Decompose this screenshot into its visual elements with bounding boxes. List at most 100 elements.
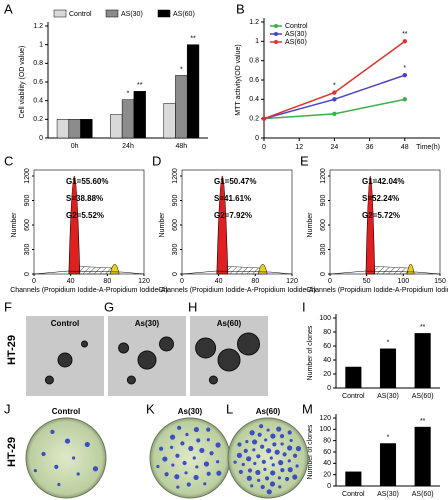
- x-axis-label: Channels (Propidium Iodide-A-Propidium I…: [158, 287, 316, 294]
- y-tick-label: 60: [323, 343, 331, 350]
- y-tick-label: 80: [323, 438, 331, 445]
- colony: [177, 425, 182, 430]
- colony: [269, 456, 273, 460]
- bar: [414, 333, 431, 389]
- x-axis-label: Time(h): [416, 144, 440, 151]
- y-tick-label: 40: [323, 460, 331, 467]
- bar: [68, 119, 81, 139]
- bar: [110, 114, 123, 139]
- colony: [284, 476, 290, 482]
- outline: [181, 270, 293, 275]
- colony: [280, 468, 285, 473]
- colony: [92, 466, 99, 472]
- y-tick-label: 1200: [320, 168, 327, 184]
- y-tick-label: 0: [255, 135, 259, 142]
- colony: [199, 447, 205, 454]
- colony: [278, 485, 282, 489]
- colony: [250, 484, 254, 488]
- y-tick-label: 80: [323, 329, 331, 336]
- x-tick-label: 0h: [71, 143, 79, 150]
- colony: [209, 451, 214, 456]
- colony: [175, 453, 180, 458]
- y-tick-label: 0.8: [249, 58, 259, 65]
- legend-label: AS(30): [285, 31, 307, 38]
- colony: [247, 468, 253, 473]
- colony: [274, 449, 280, 455]
- bar: [379, 443, 397, 487]
- x-tick-label: 48h: [175, 143, 187, 150]
- colony: [193, 426, 199, 433]
- colony: [264, 438, 268, 442]
- colony: [54, 464, 59, 469]
- image-label: As(30): [178, 407, 203, 416]
- x-tick-label: 80: [103, 278, 111, 285]
- colony: [249, 430, 255, 436]
- bar: [56, 119, 70, 139]
- y-tick-label: 100: [319, 315, 331, 322]
- bar: [133, 91, 146, 139]
- bar: [80, 119, 93, 139]
- colony: [287, 459, 291, 463]
- legend-marker: [274, 32, 278, 36]
- bar: [379, 348, 397, 389]
- colony: [243, 448, 248, 454]
- y-tick-label: 0: [320, 272, 327, 276]
- colony: [182, 460, 187, 466]
- colony: [81, 340, 88, 348]
- x-tick-label: 48: [401, 144, 409, 151]
- colony: [169, 434, 176, 440]
- x-tick-label: 80: [251, 278, 259, 285]
- colony: [203, 482, 207, 486]
- colony: [261, 459, 266, 464]
- panel-letter: F: [4, 299, 12, 314]
- y-tick-label: 0.4: [249, 96, 259, 103]
- y-tick-label: 0: [24, 272, 31, 276]
- y-tick-label: 0.2: [249, 116, 259, 123]
- colony: [280, 442, 284, 446]
- colony: [287, 445, 293, 451]
- y-tick-label: 300: [320, 244, 327, 256]
- colony: [237, 442, 242, 447]
- panel-letter: C: [4, 153, 13, 168]
- colony: [272, 442, 277, 447]
- colony: [156, 464, 160, 469]
- legend-label: AS(60): [173, 11, 195, 18]
- colony: [192, 456, 196, 460]
- g2-peak: [406, 263, 415, 275]
- legend-label: Control: [285, 23, 308, 30]
- colony: [206, 427, 211, 432]
- g2-peak: [257, 263, 268, 275]
- colony: [255, 469, 261, 476]
- colony: [171, 463, 175, 467]
- colony: [159, 336, 174, 352]
- colony: [174, 474, 180, 480]
- colony: [238, 469, 243, 475]
- colony: [292, 474, 298, 480]
- colony: [185, 432, 189, 437]
- x-tick-label: AS(30): [377, 393, 399, 400]
- panel-letter: B: [236, 1, 245, 16]
- x-tick-label: 40: [67, 278, 75, 285]
- panel-letter: D: [152, 153, 161, 168]
- colony: [233, 460, 237, 464]
- colony: [289, 438, 293, 443]
- panel-letter: L: [226, 401, 233, 416]
- y-axis-label: Number: [307, 212, 314, 238]
- colony: [118, 342, 130, 354]
- legend-swatch: [53, 9, 67, 18]
- colony: [246, 475, 252, 481]
- annotation: *: [387, 340, 390, 347]
- y-tick-label: 900: [172, 195, 179, 207]
- y-tick-label: 1: [39, 42, 43, 49]
- y-axis-label: Number: [11, 212, 18, 238]
- colony: [246, 456, 252, 462]
- image-label: As(60): [256, 407, 281, 416]
- colony: [266, 448, 272, 454]
- y-tick-label: 300: [172, 244, 179, 256]
- colony: [252, 448, 256, 452]
- x-axis-label: Channels (Propidium Iodide-A-Propidium I…: [10, 287, 168, 294]
- bar: [121, 99, 135, 139]
- legend-marker: [274, 40, 278, 44]
- colony: [33, 469, 37, 473]
